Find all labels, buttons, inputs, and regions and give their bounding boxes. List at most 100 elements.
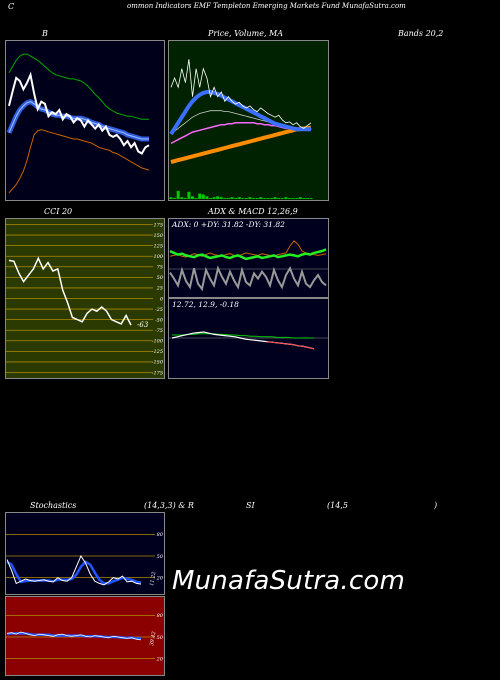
volume-bar (183, 198, 187, 199)
plus-di-line (169, 248, 327, 261)
volume-bar (187, 191, 191, 199)
volume-bar (191, 196, 195, 199)
volume-bar (298, 197, 302, 199)
cci-tick-label: 125 (153, 243, 163, 249)
volume-bar (305, 198, 309, 199)
cci-tick-label: 150 (153, 233, 163, 239)
volume-bar (266, 198, 270, 199)
volume-bar (234, 198, 238, 199)
volume-bar (237, 197, 241, 199)
macd-tail-line (266, 341, 315, 350)
cci-label: CCI 20 (44, 207, 73, 216)
bands-letter-b: B (42, 29, 48, 38)
signal-line (172, 333, 314, 339)
stoch-tick-label: 80 (157, 532, 164, 538)
cci-tick-label: 25 (156, 286, 163, 292)
volume-bar (287, 198, 291, 199)
volume-bar (259, 197, 263, 199)
rsi-tick-label: 20 (156, 656, 164, 662)
adx-grey-line (169, 265, 327, 292)
volume-bar (208, 198, 212, 199)
adx-panel: ADX: 0 +DY: 31.82 -DY: 31.82 (168, 218, 329, 298)
watermark: MunafaSutra.com (172, 566, 406, 596)
page-title: ommon Indicators EMF Templeton Emerging … (127, 2, 406, 10)
header-c: C (8, 2, 15, 11)
cci-tick-label: 100 (153, 254, 163, 260)
volume-bar (176, 190, 180, 199)
volume-bar (291, 198, 295, 199)
volume-bar (241, 198, 245, 199)
long-ma-line (170, 125, 312, 164)
price-volume-panel (168, 40, 329, 201)
cci-chart: 175 150 125 100 75 50 25 0 -25 -50 -75 -100 -125 -150… (5, 218, 165, 379)
cci-tick-label: -25 (155, 307, 163, 313)
stoch-tick-label: 50 (157, 554, 164, 560)
bollinger-bands-chart (5, 40, 165, 201)
cci-tick-label: -75 (155, 328, 163, 334)
macd-chart: 12.72, 12.9, -0.18 (168, 298, 329, 379)
fast-ma-line (169, 90, 311, 136)
volume-bar (309, 198, 313, 199)
rsi-tick-label: 80 (157, 613, 164, 619)
cci-line (8, 256, 132, 326)
stoch-last-value: 11.22 (149, 571, 157, 586)
volume-bar (270, 198, 274, 199)
volume-bar (284, 197, 288, 199)
volume-bar (169, 197, 173, 199)
rsi-panel: 80 50 20 39.42 (5, 596, 165, 676)
rsi-line (6, 631, 142, 641)
volume-bar (280, 198, 284, 199)
volume-bar (216, 196, 220, 199)
cci-tick-label: -125 (152, 349, 163, 355)
volume-bar (230, 197, 234, 199)
cci-tick-label: -100 (152, 339, 164, 345)
volume-bar (180, 197, 184, 199)
rsi-tick-label: 50 (157, 635, 164, 641)
volume-bar (295, 198, 299, 199)
rsi-chart: 80 50 20 39.42 (5, 596, 165, 676)
price-line (170, 59, 312, 129)
rsi-close-paren: ) (434, 501, 438, 510)
price-line (8, 71, 150, 155)
adx-chart: ADX: 0 +DY: 31.82 -DY: 31.82 (168, 218, 329, 298)
volume-bar (201, 194, 205, 199)
volume-bar (248, 197, 252, 199)
cci-tick-label: 175 (153, 222, 163, 228)
volume-bar (252, 198, 256, 199)
upper-band-line (8, 53, 149, 120)
bands-label: Bands 20,2 (398, 29, 444, 38)
volume-bar (223, 198, 227, 199)
cci-tick-label: 50 (157, 275, 164, 281)
volume-bar (205, 196, 209, 199)
cci-tick-label: -175 (152, 370, 163, 376)
cci-tick-label: -150 (152, 360, 164, 366)
volume-bar (273, 197, 277, 199)
cci-tick-label: 0 (160, 296, 164, 302)
volume-bar (262, 198, 266, 199)
stoch-k-line (6, 554, 142, 586)
stoch-tick-label: 20 (156, 575, 164, 581)
stochastics-label: Stochastics (30, 501, 77, 510)
volume-bar (226, 198, 230, 199)
cci-last-value: -63 (137, 321, 149, 329)
minus-di-line (169, 240, 327, 258)
volume-bar (194, 198, 198, 199)
rsi-params-label: (14,5 (327, 501, 348, 510)
panel-background (168, 40, 329, 201)
volume-bar (219, 197, 223, 199)
volume-bar (302, 198, 306, 199)
volume-bar (212, 197, 216, 199)
stochastics-panel: 80 50 20 11.22 (5, 512, 165, 595)
rsi-last-value: 39.42 (149, 631, 157, 646)
price-volume-chart (168, 40, 329, 201)
volume-bar (255, 198, 259, 199)
rsi-label: SI (246, 501, 255, 510)
volume-bar (173, 198, 177, 199)
cci-panel: 175 150 125 100 75 50 25 0 -25 -50 -75 -100 -125 -150… (5, 218, 165, 379)
cci-tick-label: 75 (157, 265, 163, 271)
macd-header-text: 12.72, 12.9, -0.18 (172, 300, 239, 309)
stochastics-params-label: (14,3,3) & R (144, 501, 194, 510)
adx-macd-label: ADX & MACD 12,26,9 (208, 207, 298, 216)
volume-bar (244, 198, 248, 199)
